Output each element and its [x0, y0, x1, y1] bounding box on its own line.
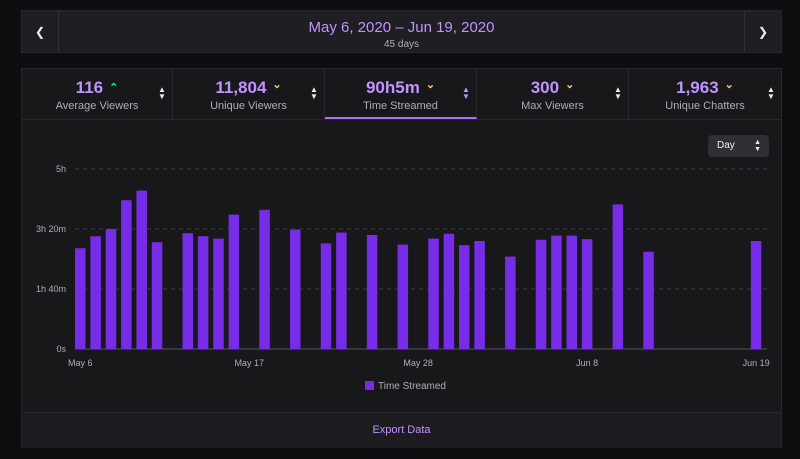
time-streamed-chart: 0s 1h 40m 3h 20m 5h May 6 May 17 May 28 Jun 8 Ju… — [36, 164, 770, 392]
chart-bar — [366, 235, 378, 349]
chevron-left-icon: ❮ — [34, 24, 46, 39]
select-arrows-icon: ▲ ▼ — [754, 139, 761, 153]
chart-bar — [121, 200, 132, 349]
sort-icon[interactable]: ▲ ▼ — [310, 85, 318, 101]
chart-bar — [566, 235, 578, 349]
x-tick-label: May 28 — [403, 358, 433, 368]
tab-max-viewers[interactable]: 300 ⌄ Max Viewers ▲ ▼ — [477, 69, 629, 119]
legend-swatch — [365, 381, 374, 390]
granularity-select[interactable]: Day ▲ ▼ — [708, 135, 769, 157]
chart-bar — [505, 256, 516, 349]
chart-bar — [612, 204, 624, 349]
chevron-right-icon: ❯ — [757, 24, 769, 39]
chart-bar — [290, 229, 301, 349]
trend-down-icon: ⌄ — [724, 79, 734, 91]
y-tick-label: 5h — [56, 164, 66, 174]
x-tick-label: May 6 — [68, 358, 93, 368]
x-tick-label: Jun 19 — [743, 358, 770, 368]
chart-bar — [90, 236, 101, 349]
tab-value: 11,804 ⌄ — [173, 78, 324, 98]
date-range-label: May 6, 2020 – Jun 19, 2020 — [308, 19, 495, 36]
tab-unique-chatters[interactable]: 1,963 ⌄ Unique Chatters ▲ ▼ — [629, 69, 781, 119]
chart-bar — [397, 244, 409, 349]
tab-value: 116 ⌃ — [22, 78, 172, 98]
chart-bar — [336, 232, 347, 349]
sort-icon[interactable]: ▲ ▼ — [462, 85, 470, 101]
chart-bar — [151, 242, 163, 349]
chart-bar — [136, 190, 147, 349]
granularity-select-value: Day — [717, 140, 735, 151]
y-tick-label: 3h 20m — [36, 224, 66, 234]
chart-bar — [535, 239, 547, 349]
x-tick-label: May 17 — [234, 358, 264, 368]
y-tick-label: 0s — [56, 344, 66, 354]
chart-bar — [213, 238, 224, 349]
sort-icon[interactable]: ▲ ▼ — [767, 85, 775, 101]
tab-label: Average Viewers — [55, 100, 139, 112]
trend-up-icon: ⌃ — [109, 82, 119, 94]
tab-label: Max Viewers — [521, 100, 584, 112]
tab-value-number: 90h5m — [365, 78, 420, 97]
tab-value: 1,963 ⌄ — [629, 78, 781, 98]
y-tick-label: 1h 40m — [36, 284, 66, 294]
tab-value-number: 300 — [530, 78, 560, 97]
tab-value: 300 ⌄ — [477, 78, 628, 98]
chart-bar — [459, 245, 470, 349]
sort-icon[interactable]: ▲ ▼ — [614, 85, 622, 101]
tab-value: 90h5m ⌄ — [325, 78, 476, 98]
chart-bar — [428, 238, 439, 349]
chart-bar — [443, 233, 455, 349]
chart-bar — [551, 235, 562, 349]
date-range-days: 45 days — [383, 39, 420, 50]
tab-unique-viewers[interactable]: 11,804 ⌄ Unique Viewers ▲ ▼ — [173, 69, 325, 119]
previous-period-button[interactable]: ❮ — [22, 11, 59, 52]
tab-average-viewers[interactable]: 116 ⌃ Average Viewers ▲ ▼ — [22, 69, 173, 119]
tab-value-number: 1,963 — [676, 78, 719, 97]
tab-value-number: 116 — [75, 78, 104, 97]
sort-icon[interactable]: ▲ ▼ — [158, 85, 166, 101]
stats-panel: 116 ⌃ Average Viewers ▲ ▼ 11,804 ⌄ Unique Viewe… — [21, 68, 782, 448]
tab-label: Unique Viewers — [210, 100, 287, 112]
export-data-button[interactable]: Export Data — [372, 424, 431, 436]
chart-bar — [750, 241, 762, 349]
chart-bar — [643, 251, 654, 349]
tab-value-number: 11,804 — [215, 78, 267, 97]
chart-bar — [474, 241, 485, 349]
panel-footer: Export Data — [22, 412, 781, 448]
chart-bar — [197, 236, 209, 349]
chart-bar — [105, 229, 117, 349]
trend-down-icon: ⌄ — [425, 79, 436, 91]
chart-bar — [75, 248, 86, 349]
trend-down-icon: ⌄ — [272, 79, 282, 91]
tab-label: Unique Chatters — [665, 100, 745, 112]
x-tick-label: Jun 8 — [576, 358, 598, 368]
metric-tabs: 116 ⌃ Average Viewers ▲ ▼ 11,804 ⌄ Unique Viewe… — [22, 69, 781, 120]
trend-down-icon: ⌄ — [565, 79, 575, 91]
chart-bar — [182, 233, 194, 349]
date-range-bar: ❮ May 6, 2020 – Jun 19, 2020 45 days ❯ — [21, 10, 782, 53]
tab-time-streamed[interactable]: 90h5m ⌄ Time Streamed ▲ ▼ — [325, 69, 477, 119]
chart-bar — [259, 209, 270, 349]
chart-bar — [320, 243, 332, 349]
next-period-button[interactable]: ❯ — [744, 11, 781, 52]
legend-label: Time Streamed — [378, 381, 446, 392]
chart-bar — [228, 214, 240, 349]
chart-bar — [581, 239, 593, 349]
tab-label: Time Streamed — [363, 100, 438, 112]
